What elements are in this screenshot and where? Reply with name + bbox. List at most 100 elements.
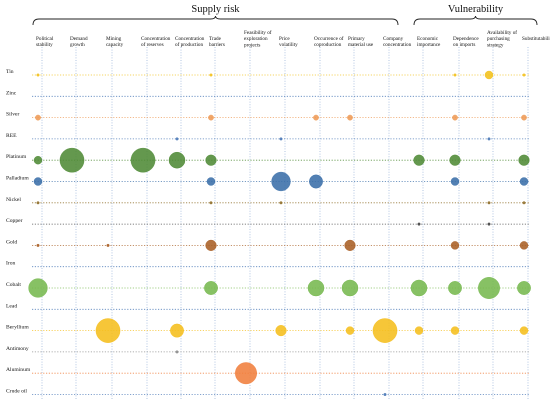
row-label-zinc: Zinc [6,90,17,96]
column-label-availability-of-purchasing-strategy: Availability of purchasing strategy [487,29,517,48]
column-label-economic-importance: Economic importance [417,36,441,48]
row-label-nickel: Nickel [6,197,21,203]
bubble-platinum-demand-growth [59,147,85,173]
bubbles [28,70,531,397]
group-label-supply-risk: Supply risk [191,4,240,15]
row-lines [32,74,530,395]
column-label-primary-material-use: Primary material use [348,36,374,48]
bubble-silver-substitutability [521,114,527,121]
row-label-ree: REE [6,133,17,139]
bubble-silver-trade-barriers [208,114,214,121]
row-label-lead: Lead [6,303,17,309]
column-label-demand-growth: Demand growth [70,36,88,48]
bubble-tin-political-stability [36,73,40,77]
group-labels: Supply risk Vulnerability [191,4,503,15]
bubble-gold-political-stability [36,243,40,247]
bubble-platinum-dependence-on-imports [449,154,461,166]
group-bracket-vulnerability [413,15,538,26]
row-label-tin: Tin [6,69,14,75]
column-label-concentration-of-reserves: Concentration of reserves [141,36,171,48]
bubble-beryllium-mining-capacity [95,318,121,343]
row-label-crude-oil: Crude oil [6,389,27,395]
row-label-antimony: Antimony [6,346,29,352]
row-label-gold: Gold [6,239,17,245]
row-labels: Tin Zinc Silver REE Platinum Palladium Nickel C… [6,69,31,395]
bubble-palladium-price-volatility [271,171,291,192]
row-label-platinum: Platinum [6,154,27,160]
row-label-beryllium: Beryllium [6,325,29,331]
bubble-palladium-dependence-on-imports [450,177,460,186]
bubble-ree-availability-of-purchasing-strategy [487,137,491,141]
column-label-substitutability: Substitutability [522,36,550,42]
bubble-gold-mining-capacity [106,243,110,247]
bubble-cobalt-dependence-on-imports [448,281,462,295]
bubble-platinum-concentration-of-reserves [130,147,156,173]
bubble-silver-primary-material-use [347,114,353,121]
bubble-beryllium-concentration-of-production [170,323,184,338]
row-label-silver: Silver [6,112,19,118]
bubble-silver-occurrence-of-coproduction [313,114,319,121]
bubble-gold-trade-barriers [205,239,217,251]
row-label-iron: Iron [6,261,16,267]
column-label-dependence-on-imports: Dependence on imports [453,36,479,48]
bubble-tin-availability-of-purchasing-strategy [484,70,494,80]
column-label-concentration-of-production: Concentration of production [175,36,205,48]
bubble-palladium-political-stability [33,177,43,186]
bubble-cobalt-availability-of-purchasing-strategy [478,277,500,299]
row-label-copper: Copper [6,218,23,224]
bubble-crude-oil-company-concentration [383,393,387,397]
bubble-gold-primary-material-use [344,239,356,251]
bubble-nickel-availability-of-purchasing-strategy [487,201,491,205]
bubble-beryllium-price-volatility [275,325,287,337]
bubble-copper-availability-of-purchasing-strategy [487,222,491,226]
bubble-palladium-trade-barriers [206,177,216,186]
bubble-platinum-concentration-of-production [168,151,186,169]
bubble-antimony-concentration-of-production [175,350,179,354]
bubble-tin-substitutability [522,73,526,77]
column-label-price-volatility: Price volatility [279,36,298,48]
row-label-palladium: Palladium [6,176,29,182]
column-label-occurrence-of-coproduction: Occurrence of coproduction [314,35,344,48]
bubble-copper-economic-importance [417,222,421,226]
bubble-aluminum-feasibility-of-exploration-projects [235,362,257,385]
bubble-palladium-substitutability [519,177,529,186]
bubble-tin-dependence-on-imports [453,73,457,77]
bubble-cobalt-economic-importance [410,279,428,297]
bubble-platinum-trade-barriers [205,154,217,166]
bubble-nickel-political-stability [36,201,40,205]
bubble-beryllium-dependence-on-imports [450,326,460,335]
bubble-silver-political-stability [35,114,41,121]
column-label-political-stability: Political stability [36,36,54,48]
bubble-ree-price-volatility [279,137,283,141]
bubble-nickel-substitutability [522,201,526,205]
bubble-ree-concentration-of-production [175,137,179,141]
column-label-feasibility-of-exploration-projects: Feasibility of exploration projects [244,29,272,48]
column-label-company-concentration: Company concentration [383,36,412,48]
bubble-beryllium-primary-material-use [345,326,355,335]
bubble-gold-dependence-on-imports [450,241,460,250]
column-dividers [41,47,529,400]
group-label-vulnerability: Vulnerability [448,4,504,15]
column-labels: Political stability Demand growth Mining capa… [36,29,550,48]
bubble-palladium-occurrence-of-coproduction [309,174,323,189]
bubble-platinum-substitutability [518,154,530,166]
bubble-nickel-price-volatility [279,201,283,205]
bubble-cobalt-political-stability [28,278,48,298]
bubble-beryllium-substitutability [519,326,529,335]
bubble-cobalt-substitutability [517,281,531,295]
group-bracket-supply-risk [32,15,399,26]
bubble-beryllium-economic-importance [414,326,424,335]
group-brackets [32,15,538,26]
bubble-tin-trade-barriers [209,73,213,77]
bubble-beryllium-company-concentration [372,318,398,343]
column-label-mining-capacity: Mining capacity [106,36,124,48]
row-label-cobalt: Cobalt [6,282,21,288]
bubble-gold-substitutability [519,241,529,250]
column-label-trade-barriers: Trade barriers [209,36,225,48]
bubble-cobalt-occurrence-of-coproduction [307,279,325,297]
bubble-cobalt-primary-material-use [341,279,359,297]
bubble-platinum-political-stability [33,155,43,165]
row-label-aluminum: Aluminum [6,367,31,373]
bubble-cobalt-trade-barriers [204,281,218,295]
